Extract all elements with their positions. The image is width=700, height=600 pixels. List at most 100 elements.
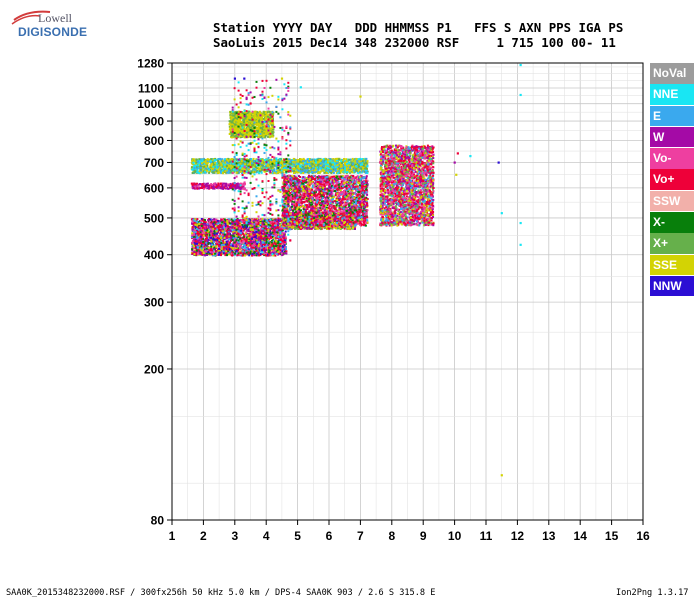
data-point [338, 204, 341, 207]
data-point [209, 227, 212, 230]
data-point [194, 231, 197, 233]
data-point [209, 233, 212, 236]
data-point [249, 233, 252, 236]
data-point [250, 231, 253, 234]
data-point [283, 251, 286, 253]
data-point [195, 220, 198, 223]
data-point [205, 222, 208, 225]
data-point [201, 252, 204, 254]
data-point [236, 220, 239, 223]
data-point [223, 221, 226, 224]
data-point [263, 238, 266, 241]
data-point [210, 233, 213, 236]
data-point [267, 251, 270, 254]
data-point [204, 239, 207, 242]
data-point [204, 246, 207, 249]
data-point [342, 224, 345, 227]
data-point [363, 197, 366, 200]
data-point [220, 240, 223, 243]
data-point [246, 253, 249, 256]
data-point [199, 230, 202, 233]
data-point [237, 247, 240, 250]
data-point [265, 246, 267, 249]
data-point [213, 230, 216, 232]
data-point [237, 219, 240, 222]
data-point [204, 254, 207, 257]
data-point [191, 226, 194, 229]
data-point [260, 228, 263, 231]
data-point [346, 227, 349, 230]
data-point [203, 222, 206, 225]
data-point [210, 245, 213, 248]
data-point [215, 241, 218, 244]
data-point [253, 251, 256, 254]
data-point [279, 234, 282, 237]
data-point [294, 227, 296, 230]
data-point [277, 221, 280, 224]
data-point [249, 226, 251, 229]
data-point [194, 218, 197, 221]
data-point [256, 249, 259, 252]
data-point [275, 245, 277, 247]
data-point [251, 234, 254, 237]
data-point [218, 251, 221, 254]
data-point [222, 252, 225, 255]
data-point [208, 249, 211, 252]
data-point [248, 244, 251, 247]
data-point [235, 228, 238, 231]
data-point [332, 221, 335, 224]
data-point [251, 249, 254, 252]
data-point [282, 185, 285, 188]
logo-digisonde-text: DIGISONDE [18, 25, 88, 39]
data-point [251, 252, 254, 255]
data-point [232, 228, 235, 231]
data-point [195, 253, 197, 256]
data-point [213, 246, 216, 249]
data-point [255, 251, 258, 254]
data-point [262, 243, 265, 246]
data-point [224, 247, 227, 250]
data-point [260, 249, 263, 252]
data-point [255, 231, 258, 233]
data-point [280, 245, 283, 248]
data-point [209, 251, 212, 253]
data-point [242, 236, 245, 239]
data-point [200, 243, 203, 246]
data-point [212, 228, 215, 231]
data-point [247, 239, 250, 242]
data-point [211, 226, 214, 229]
data-point [282, 247, 285, 250]
data-point [222, 219, 225, 222]
data-point [200, 242, 203, 245]
data-point [326, 228, 328, 230]
data-point [230, 251, 233, 254]
data-point [197, 226, 200, 229]
data-point [292, 211, 294, 214]
data-point [197, 253, 200, 256]
data-point [239, 244, 242, 247]
data-point [228, 230, 231, 233]
data-point [261, 237, 263, 240]
data-point [220, 242, 223, 244]
data-point [245, 243, 248, 246]
data-point [225, 245, 228, 248]
data-point [225, 235, 228, 238]
data-point [266, 242, 269, 245]
data-point [210, 247, 213, 250]
data-point [262, 248, 265, 251]
data-point [231, 220, 234, 223]
data-point [342, 226, 345, 229]
data-point [196, 230, 199, 233]
data-point [248, 238, 251, 240]
data-point [224, 219, 227, 222]
data-point [315, 227, 318, 230]
data-point [282, 225, 285, 227]
data-point [196, 247, 199, 250]
data-point [193, 250, 196, 253]
data-point [230, 227, 233, 230]
data-point [221, 243, 224, 246]
data-point [272, 244, 275, 247]
data-point [251, 220, 254, 223]
data-point [218, 247, 220, 250]
data-point [243, 222, 246, 224]
